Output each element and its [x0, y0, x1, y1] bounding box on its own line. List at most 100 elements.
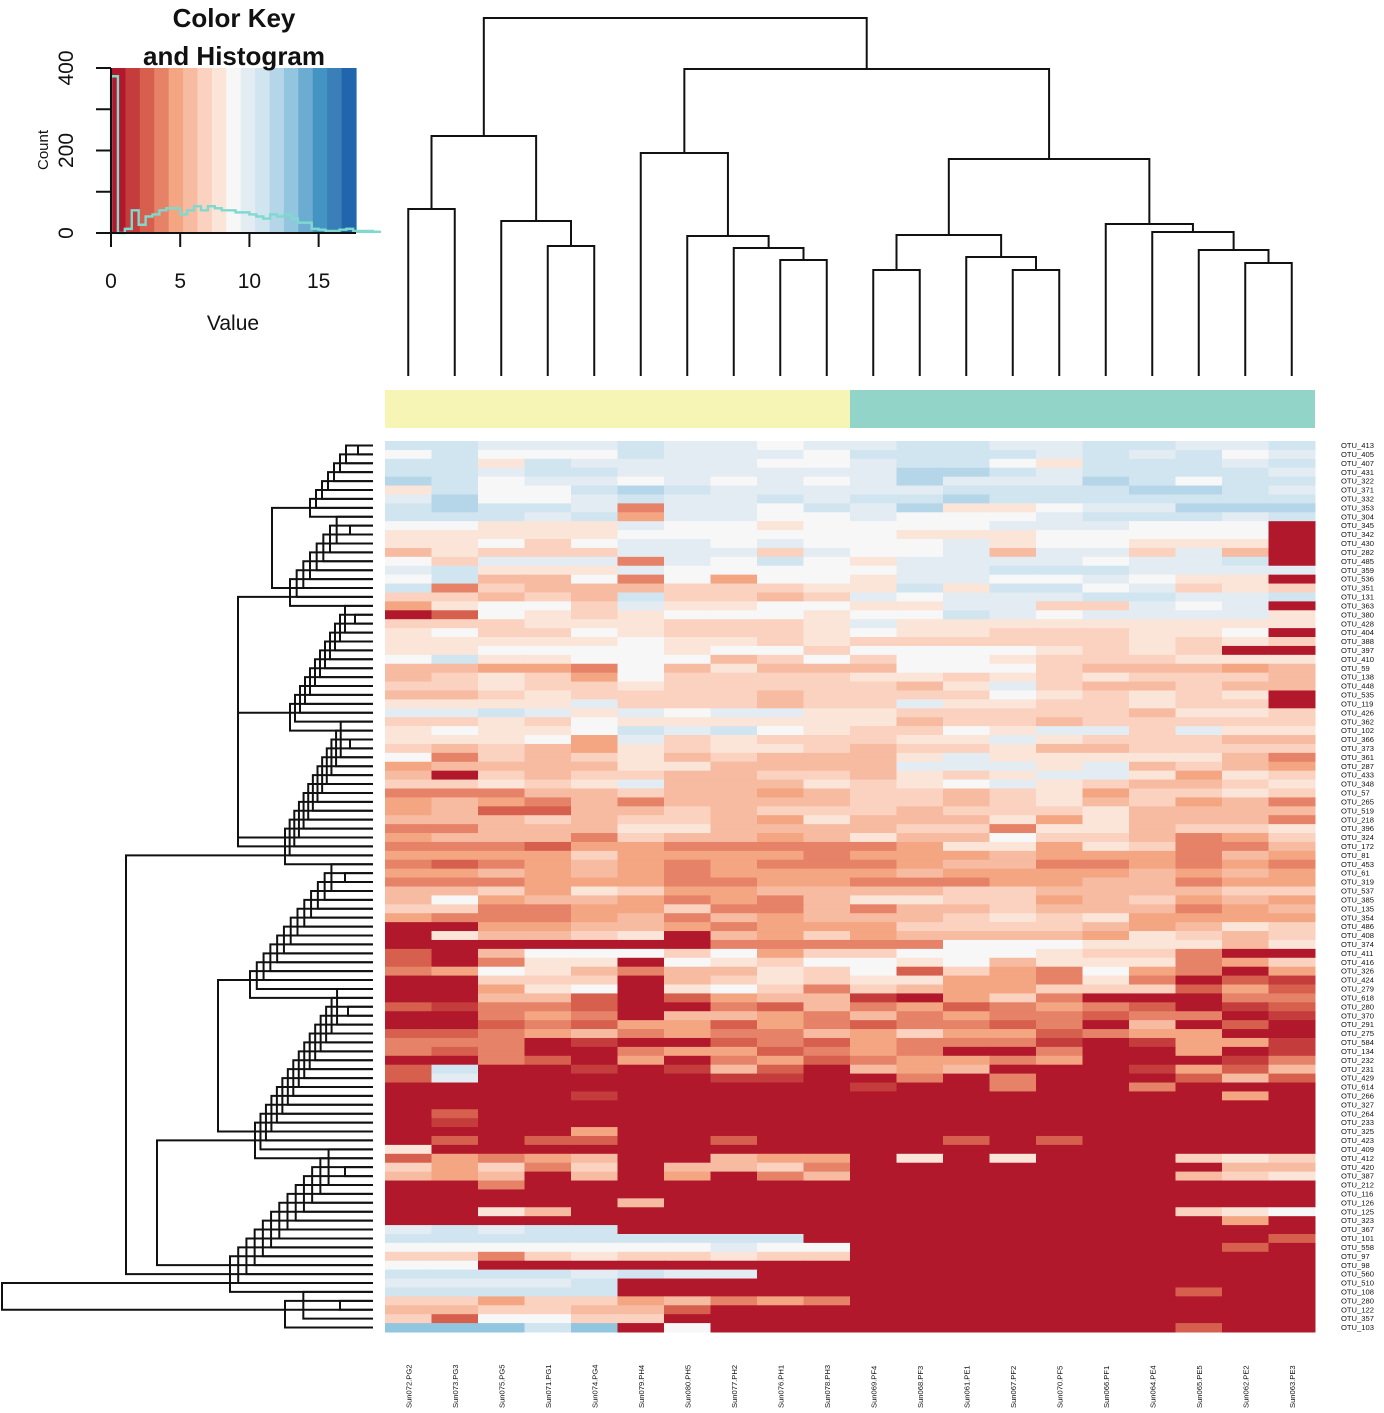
heatmap-cell	[617, 494, 665, 504]
heatmap-cell	[850, 1233, 897, 1244]
heatmap-cell	[710, 752, 758, 763]
row-label: OTU_363	[1341, 601, 1374, 610]
heatmap-cell	[1268, 476, 1316, 487]
heatmap-cell	[617, 770, 665, 781]
heatmap-cell	[1082, 1180, 1130, 1190]
heatmap-cell	[989, 654, 1037, 665]
column-dendrogram-branch	[895, 234, 1003, 270]
heatmap-cell	[385, 752, 432, 763]
heatmap-cell	[1268, 1260, 1316, 1271]
heatmap-cell	[385, 637, 432, 647]
heatmap-cell	[1082, 779, 1130, 789]
heatmap-cell	[1222, 574, 1269, 585]
heatmap-cell	[1129, 824, 1176, 834]
row-label: OTU_397	[1341, 646, 1374, 655]
heatmap-cell	[431, 957, 479, 968]
heatmap-cell	[1129, 530, 1176, 540]
heatmap-cell	[1129, 1162, 1176, 1173]
heatmap-cell	[896, 1037, 944, 1048]
heatmap-cell	[710, 993, 758, 1003]
heatmap-cell	[1082, 708, 1130, 718]
heatmap-cell	[431, 868, 479, 879]
heatmap-cell	[385, 726, 432, 736]
heatmap-cell	[524, 939, 572, 950]
heatmap-cell	[1268, 1233, 1316, 1244]
heatmap-cell	[431, 574, 479, 585]
heatmap-cell	[385, 1189, 432, 1199]
heatmap-cell	[1036, 1153, 1083, 1164]
heatmap-cell	[1268, 770, 1316, 781]
heatmap-cell	[989, 1198, 1037, 1208]
heatmap-cell	[1268, 512, 1316, 522]
heatmap-cell	[617, 645, 665, 656]
heatmap-cell	[478, 939, 525, 950]
heatmap-cell	[803, 939, 851, 950]
heatmap-cell	[571, 850, 618, 861]
heatmap-cell	[664, 993, 711, 1003]
heatmap-cell	[710, 743, 758, 754]
heatmap-cell	[850, 931, 897, 941]
heatmap-cell	[896, 672, 944, 683]
heatmap-cell	[385, 1002, 432, 1012]
heatmap-cell	[850, 1198, 897, 1208]
heatmap-cell	[617, 1207, 665, 1217]
heatmap-cell	[757, 690, 804, 700]
heatmap-cell	[1036, 467, 1083, 478]
row-dendrogram-branch	[349, 524, 373, 536]
heatmap-cell	[1082, 895, 1130, 905]
heatmap-cell	[617, 1269, 665, 1280]
heatmap-cell	[571, 690, 618, 700]
heatmap-cell	[710, 735, 758, 745]
heatmap-cell	[431, 1305, 479, 1315]
heatmap-cell	[1082, 806, 1130, 816]
heatmap-cell	[850, 1242, 897, 1253]
heatmap-cell	[1129, 868, 1176, 879]
heatmap-cell	[757, 859, 804, 870]
heatmap-cell	[385, 663, 432, 674]
heatmap-cell	[617, 1100, 665, 1110]
heatmap-cell	[1175, 1055, 1223, 1066]
row-dendrogram-branch	[294, 693, 373, 723]
heatmap-cell	[896, 521, 944, 531]
color-key-strip	[183, 68, 191, 233]
heatmap-cell	[757, 1109, 804, 1119]
heatmap-cell	[1036, 1260, 1083, 1271]
heatmap-cell	[943, 797, 990, 807]
heatmap-cell	[478, 913, 525, 923]
heatmap-cell	[803, 583, 851, 593]
heatmap-cell	[1175, 886, 1223, 896]
heatmap-cell	[803, 654, 851, 665]
heatmap-cell	[524, 904, 572, 914]
heatmap-cell	[710, 1064, 758, 1075]
heatmap-cell	[710, 1073, 758, 1084]
heatmap-cell	[1175, 645, 1223, 656]
heatmap-cell	[803, 957, 851, 968]
heatmap-cell	[850, 1189, 897, 1199]
heatmap-cell	[1222, 1323, 1269, 1333]
row-label: OTU_614	[1341, 1083, 1374, 1092]
row-label: OTU_345	[1341, 521, 1374, 530]
column-dendrogram-branch	[779, 259, 828, 376]
heatmap-cell	[1175, 1305, 1223, 1315]
row-label: OTU_326	[1341, 967, 1374, 976]
heatmap-cell	[617, 1162, 665, 1173]
heatmap-cell	[1129, 672, 1176, 683]
heatmap-cell	[710, 503, 758, 513]
heatmap-cell	[385, 815, 432, 825]
heatmap-cell	[617, 1180, 665, 1190]
heatmap-cell	[1268, 868, 1316, 879]
heatmap-cell	[1129, 922, 1176, 932]
row-label: OTU_424	[1341, 976, 1374, 985]
heatmap-cell	[524, 1162, 572, 1173]
heatmap-cell	[850, 1064, 897, 1075]
heatmap-cell	[1082, 1305, 1130, 1315]
heatmap-cell	[850, 1225, 897, 1235]
heatmap-cell	[385, 441, 432, 451]
color-key-x-tick-label: 10	[238, 270, 261, 293]
heatmap-cell	[664, 1242, 711, 1253]
heatmap-cell	[1222, 993, 1269, 1003]
heatmap-cell	[1036, 690, 1083, 700]
row-dendrogram-branch	[347, 1005, 373, 1017]
heatmap-cell	[943, 1100, 990, 1110]
heatmap-cell	[850, 1055, 897, 1066]
